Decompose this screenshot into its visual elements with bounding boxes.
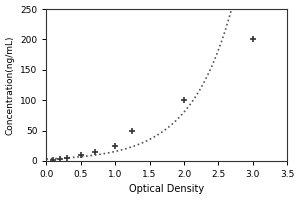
X-axis label: Optical Density: Optical Density xyxy=(129,184,204,194)
Y-axis label: Concentration(ng/mL): Concentration(ng/mL) xyxy=(6,35,15,135)
